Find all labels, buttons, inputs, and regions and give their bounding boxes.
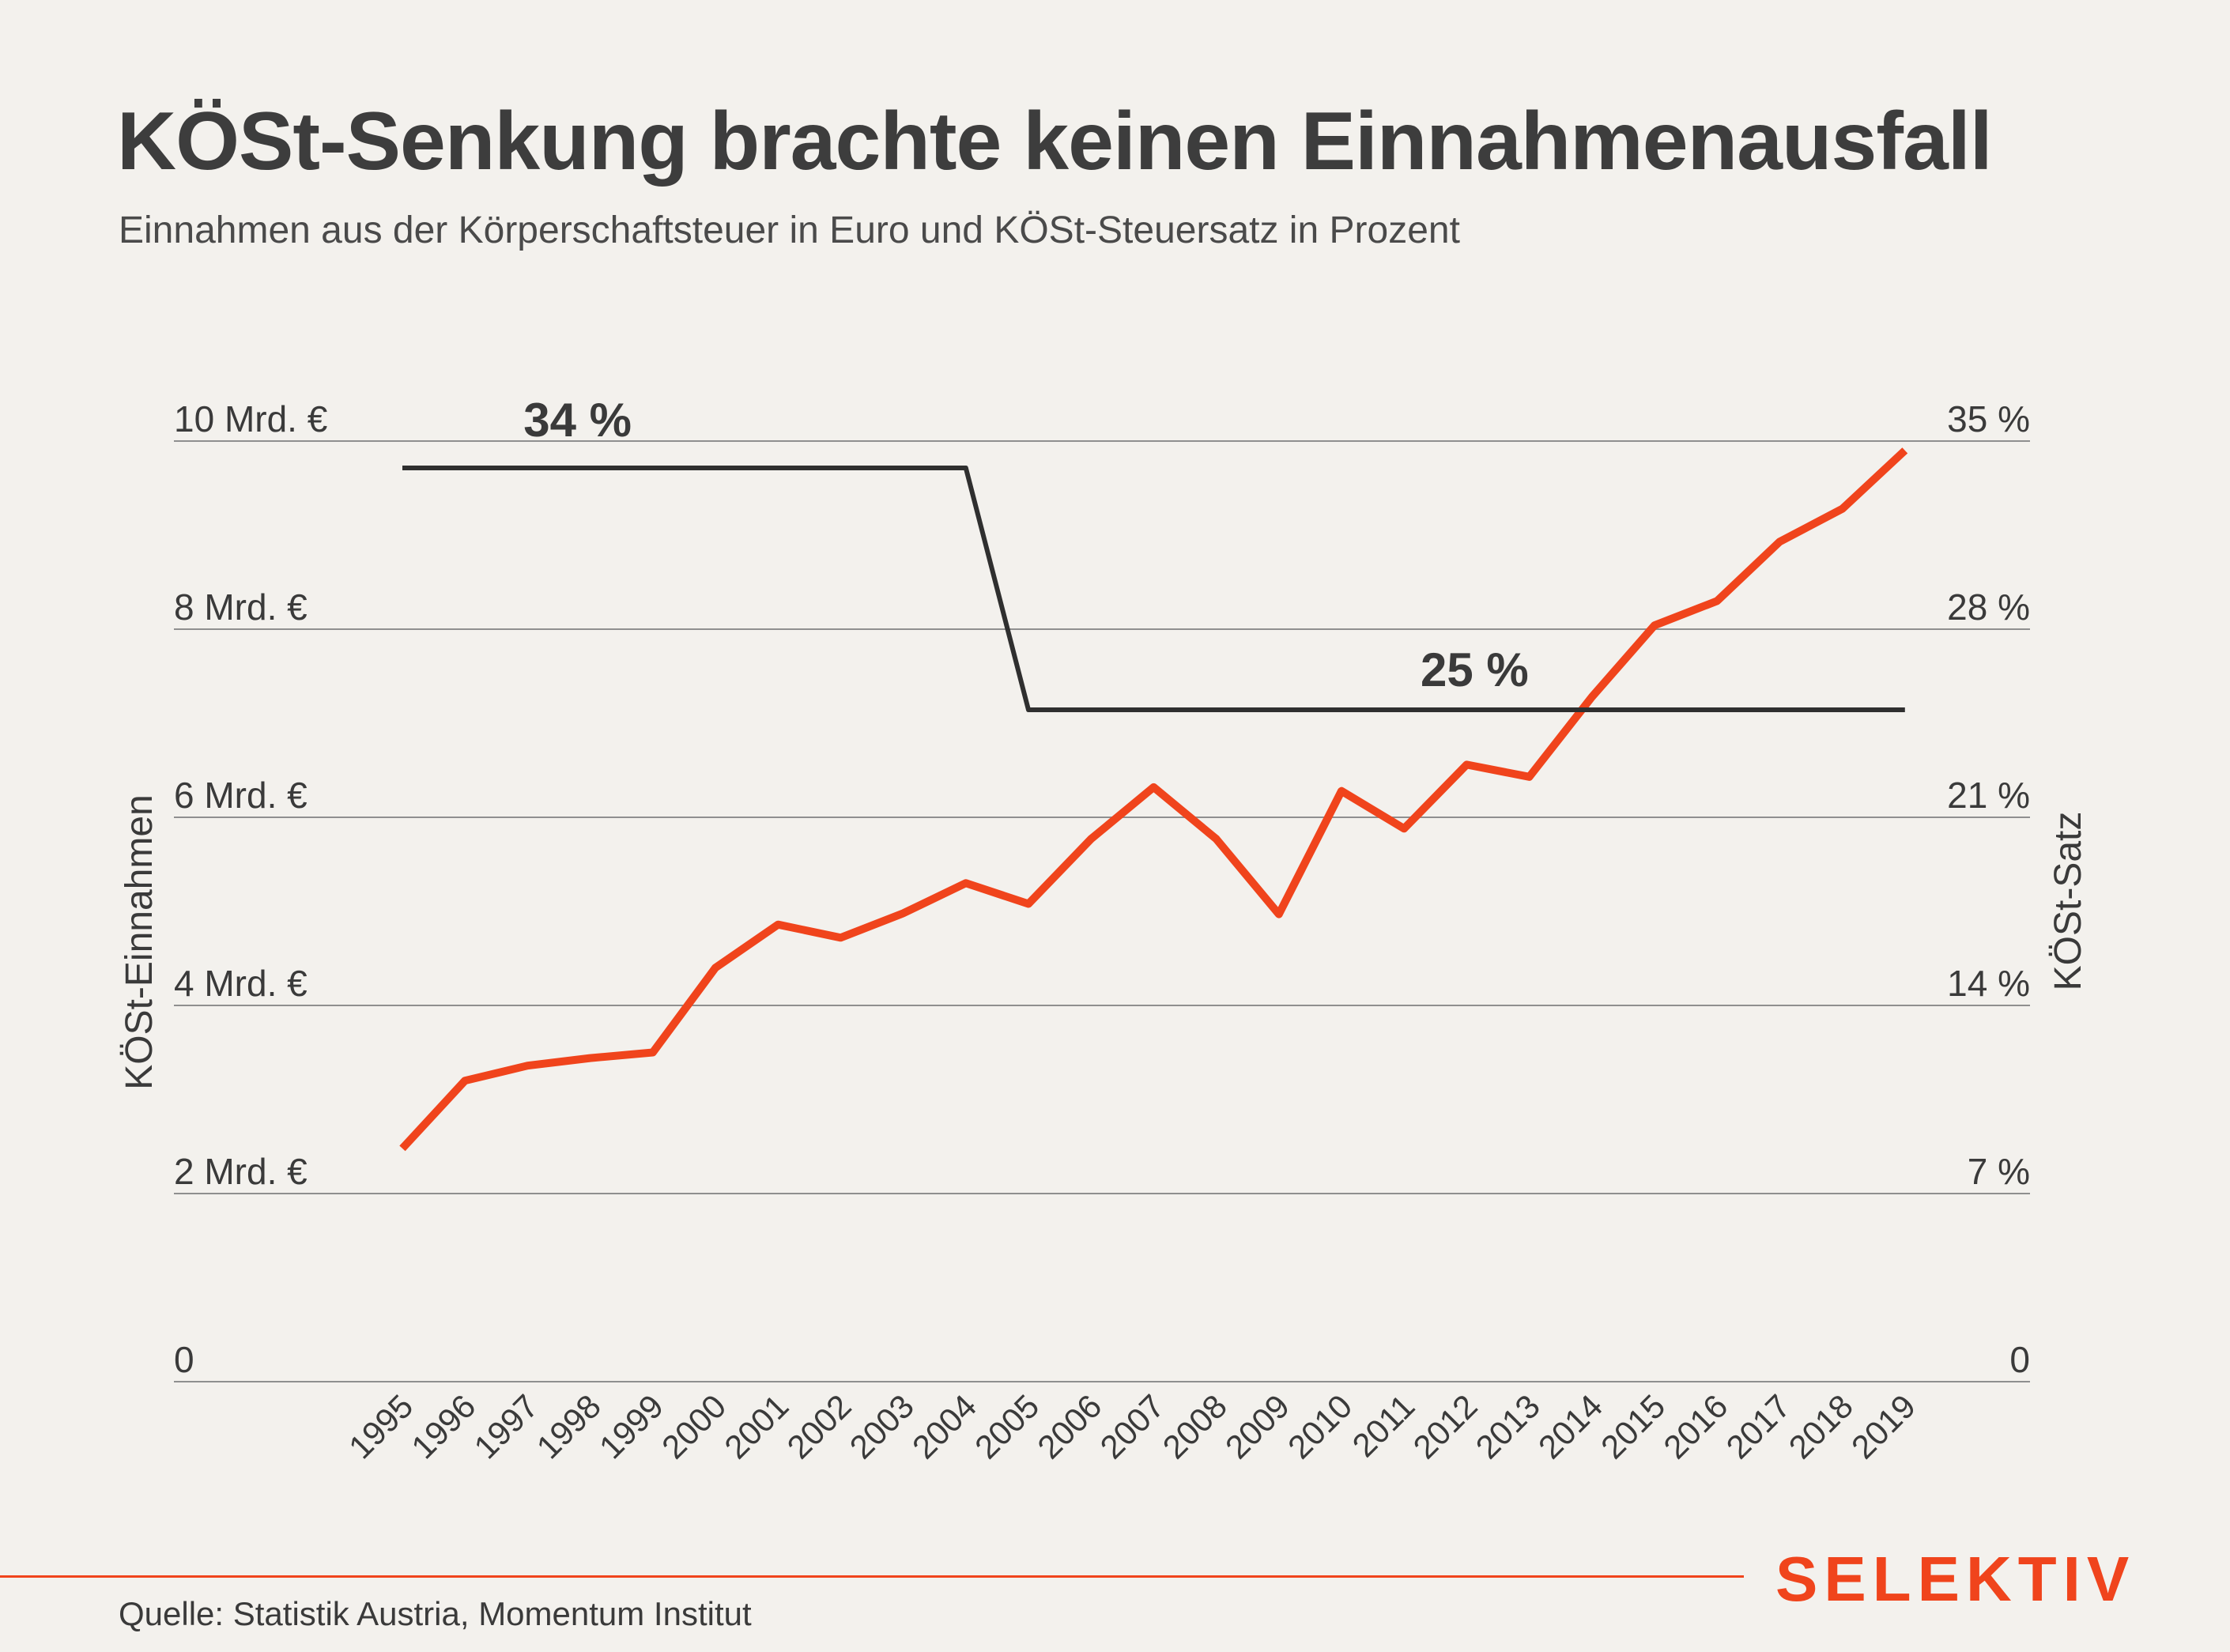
series-line-revenue (399, 447, 1908, 1152)
source-note: Quelle: Statistik Austria, Momentum Inst… (119, 1595, 752, 1632)
x-tick-label: 1997 (466, 1387, 545, 1465)
x-tick-label: 2003 (843, 1387, 921, 1465)
x-tick-label: 2015 (1594, 1387, 1672, 1465)
x-tick-label: 2008 (1156, 1387, 1234, 1465)
right-tick-label: 35 % (1947, 398, 2030, 439)
right-tick-label: 21 % (1947, 775, 2030, 816)
rate-label-34: 34 % (523, 394, 632, 447)
right-axis-ticks: 0 7 % 14 % 21 % 28 % 35 % (1947, 398, 2030, 1380)
x-tick-label: 1996 (404, 1387, 482, 1465)
annotations: 34 % 25 % (523, 394, 1529, 696)
chart-subtitle: Einnahmen aus der Körperschaftsteuer in … (119, 209, 1460, 251)
left-tick-label: 8 Mrd. € (174, 586, 308, 628)
left-axis-title: KÖSt-Einnahmen (119, 794, 160, 1090)
x-tick-label: 2009 (1218, 1387, 1296, 1465)
x-tick-label: 2001 (717, 1387, 795, 1465)
left-tick-label: 10 Mrd. € (174, 398, 327, 439)
right-tick-label: 14 % (1947, 963, 2030, 1004)
x-tick-label: 2002 (779, 1387, 858, 1465)
grid-lines (174, 440, 2030, 1382)
x-tick-label: 2019 (1844, 1387, 1922, 1465)
x-axis-ticks: 1995199619971998199920002001200220032004… (341, 1387, 1922, 1465)
rate-label-25: 25 % (1421, 643, 1529, 696)
series-lines (399, 447, 1908, 1152)
right-tick-label: 28 % (1947, 586, 2030, 628)
x-tick-label: 1999 (592, 1387, 670, 1465)
left-tick-label: 2 Mrd. € (174, 1151, 308, 1192)
x-tick-label: 2010 (1281, 1387, 1359, 1465)
x-tick-label: 2012 (1406, 1387, 1484, 1465)
chart-title: KÖSt-Senkung brachte keinen Einnahmenaus… (117, 96, 1993, 187)
x-tick-label: 2011 (1345, 1387, 1421, 1464)
x-tick-label: 1995 (341, 1387, 420, 1465)
x-tick-label: 2007 (1092, 1387, 1171, 1465)
right-tick-label: 0 (2009, 1339, 2030, 1380)
left-tick-label: 6 Mrd. € (174, 775, 308, 816)
right-tick-label: 7 % (1968, 1151, 2030, 1192)
x-tick-label: 2005 (968, 1387, 1046, 1465)
x-tick-label: 2013 (1469, 1387, 1547, 1465)
x-tick-label: 1998 (530, 1387, 608, 1465)
right-axis-title: KÖSt-Satz (2047, 812, 2089, 991)
x-tick-label: 2004 (905, 1387, 983, 1465)
left-tick-label: 0 (174, 1339, 194, 1380)
x-tick-label: 2000 (655, 1387, 733, 1465)
x-tick-label: 2014 (1531, 1387, 1609, 1465)
x-tick-label: 2018 (1782, 1387, 1860, 1465)
footer-divider (0, 1575, 1744, 1578)
brand-logo: SELEKTIV (1775, 1544, 2136, 1614)
left-axis-ticks: 0 2 Mrd. € 4 Mrd. € 6 Mrd. € 8 Mrd. € 10 Mrd.… (174, 398, 327, 1380)
left-tick-label: 4 Mrd. € (174, 963, 308, 1004)
x-tick-label: 2017 (1719, 1387, 1797, 1465)
x-tick-label: 2016 (1656, 1387, 1734, 1465)
x-tick-label: 2006 (1030, 1387, 1108, 1465)
series-line-tax-rate (402, 466, 1905, 712)
